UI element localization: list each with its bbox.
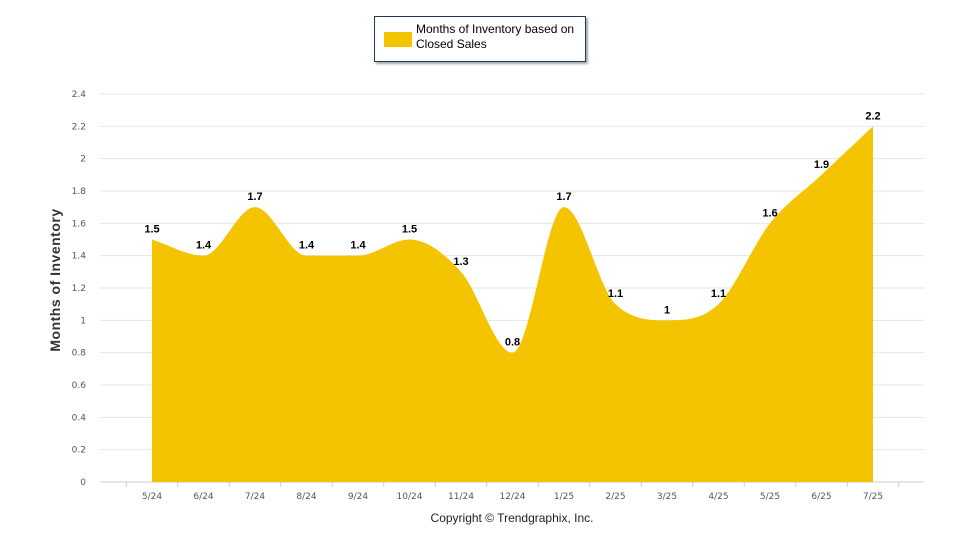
legend: Months of Inventory based on Closed Sale… xyxy=(374,16,586,62)
x-tick-label: 10/24 xyxy=(397,492,423,502)
y-tick-label: 2.4 xyxy=(72,90,87,100)
area-fill xyxy=(152,126,873,482)
data-label: 1.1 xyxy=(608,288,623,300)
y-tick-label: 2 xyxy=(80,155,86,165)
data-label: 2.2 xyxy=(865,110,880,122)
x-tick-label: 11/24 xyxy=(448,492,474,502)
legend-swatch-icon xyxy=(384,32,412,47)
data-label: 0.8 xyxy=(505,337,520,349)
y-tick-label: 0 xyxy=(80,478,86,488)
data-label: 1.4 xyxy=(299,240,315,252)
x-tick-label: 8/24 xyxy=(296,492,316,502)
data-labels: 1.5 1.4 1.7 1.4 1.4 1.5 1.3 0.8 1.7 1.1 1 1.1 1.6 1.9… xyxy=(144,110,880,348)
y-tick-label: 1.6 xyxy=(72,219,87,229)
x-tick-label: 6/25 xyxy=(811,492,831,502)
x-tick-label: 7/24 xyxy=(245,492,265,502)
y-tick-label: 1.4 xyxy=(72,252,87,262)
x-tick-label: 9/24 xyxy=(348,492,368,502)
y-tick-label: 1 xyxy=(80,316,86,326)
x-tick-label: 2/25 xyxy=(605,492,625,502)
y-tick-label: 1.2 xyxy=(72,284,86,294)
x-tick-label: 5/24 xyxy=(142,492,162,502)
x-tick-label: 3/25 xyxy=(657,492,677,502)
data-label: 1.4 xyxy=(350,240,366,252)
x-tick-label: 7/25 xyxy=(863,492,883,502)
data-label: 1.9 xyxy=(814,159,829,171)
data-label: 1.7 xyxy=(556,191,571,203)
data-label: 1.5 xyxy=(402,224,417,236)
y-tick-label: 2.2 xyxy=(72,122,86,132)
data-label: 1.1 xyxy=(711,288,726,300)
legend-label: Months of Inventory based on Closed Sale… xyxy=(416,22,575,51)
y-tick-label: 1.8 xyxy=(72,187,87,197)
y-tick-label: 0.6 xyxy=(72,381,87,391)
x-tick-label: 1/25 xyxy=(554,492,574,502)
x-tick-label: 6/24 xyxy=(193,492,213,502)
axes: 0 0.2 0.4 0.6 0.8 1 1.2 1.4 1.6 1.8 2 2.2 2.4 5/24 6/2… xyxy=(72,90,900,502)
y-axis-title: Months of Inventory xyxy=(47,208,63,352)
data-label: 1.4 xyxy=(196,240,212,252)
y-tick-label: 0.4 xyxy=(72,413,87,423)
copyright-footer: Copyright © Trendgraphix, Inc. xyxy=(430,511,594,525)
data-label: 1.3 xyxy=(453,256,468,268)
x-tick-label: 5/25 xyxy=(760,492,780,502)
x-tick-label: 12/24 xyxy=(500,492,526,502)
y-tick-label: 0.2 xyxy=(72,446,86,456)
area-series xyxy=(152,126,873,482)
data-label: 1 xyxy=(664,304,670,316)
y-tick-label: 0.8 xyxy=(72,349,87,359)
data-label: 1.5 xyxy=(144,224,159,236)
data-label: 1.7 xyxy=(247,191,262,203)
x-tick-label: 4/25 xyxy=(708,492,728,502)
data-label: 1.6 xyxy=(762,207,777,219)
